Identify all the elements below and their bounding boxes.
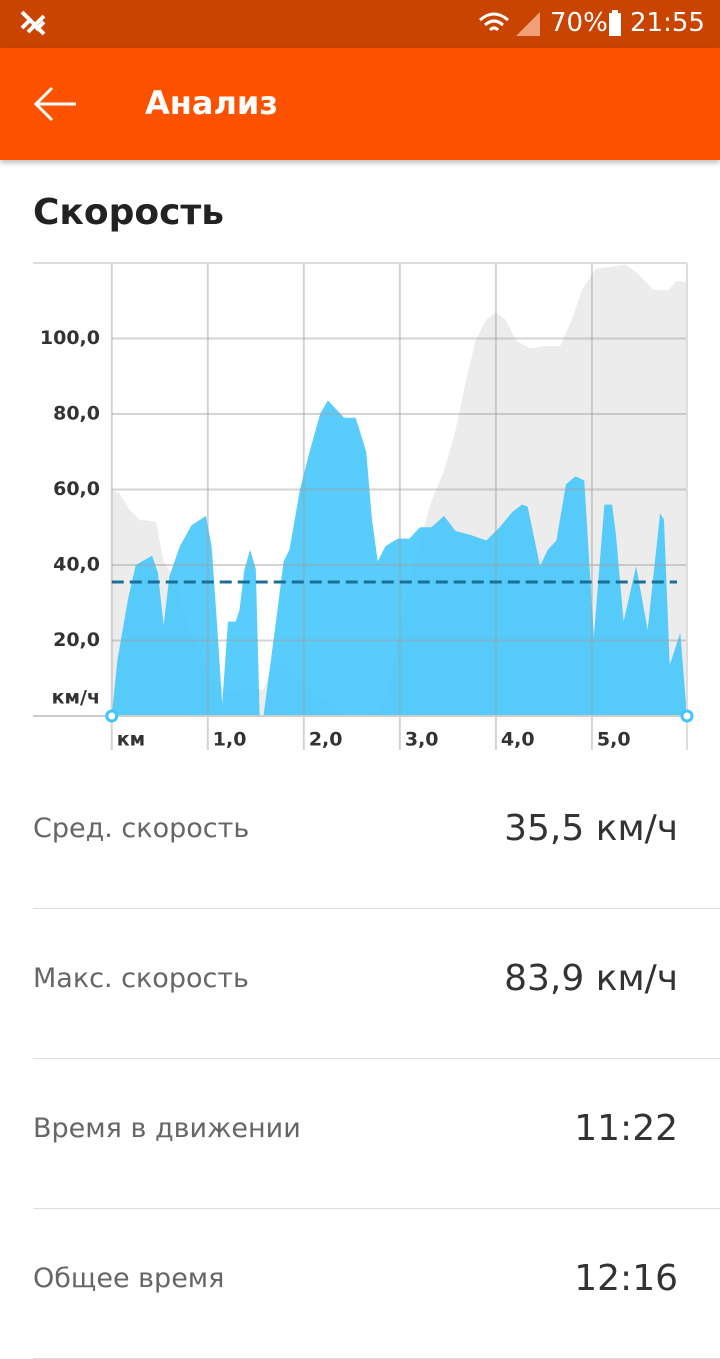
stat-label: Сред. скорость [33,813,250,844]
stat-label: Время в движении [33,1113,301,1144]
stat-label: Общее время [33,1263,225,1294]
stat-value: 35,5 км/ч [504,808,678,849]
section-title: Скорость [33,192,225,233]
stat-value: 12:16 [574,1258,678,1299]
range-handle [105,709,119,723]
speed-area [111,400,687,716]
stat-row: Время в движении 11:22 [33,1058,720,1209]
stat-value: 83,9 км/ч [504,958,678,999]
range-handle [680,709,694,723]
icon [20,10,46,36]
y-tick-label: 40,0 [53,554,100,576]
app-bar: Анализ [0,48,720,160]
x-tick-label: км [117,729,145,751]
battery-text: 70% [550,8,608,38]
signal-icons [479,12,540,36]
battery-icon [609,10,621,36]
stat-row: Сред. скорость 35,5 км/ч [33,758,720,909]
app-title: Анализ [145,84,278,122]
back-button[interactable] [32,84,82,124]
x-tick-label: 4,0 [501,729,535,751]
y-tick-label: 100,0 [40,327,100,349]
stat-row: Макс. скорость 83,9 км/ч [33,908,720,1059]
y-tick-label: км/ч [52,687,100,709]
chart: км/ч 20,0 40,0 60,0 80,0 100,0 км 1,0 2,0 3,0 4,0 5… [33,262,694,751]
clock: 21:55 [630,8,705,38]
x-tick-label: 5,0 [597,729,631,751]
y-tick-label: 20,0 [53,629,100,651]
status-bar: 70% 21:55 [0,0,720,48]
x-tick-label: 1,0 [213,729,247,751]
y-tick-label: 60,0 [53,478,100,500]
stat-value: 11:22 [574,1108,678,1149]
x-tick-label: 2,0 [309,729,343,751]
stat-label: Макс. скорость [33,963,249,994]
y-tick-label: 80,0 [53,403,100,425]
x-tick-label: 3,0 [405,729,439,751]
stat-row: Общее время 12:16 [33,1208,720,1359]
